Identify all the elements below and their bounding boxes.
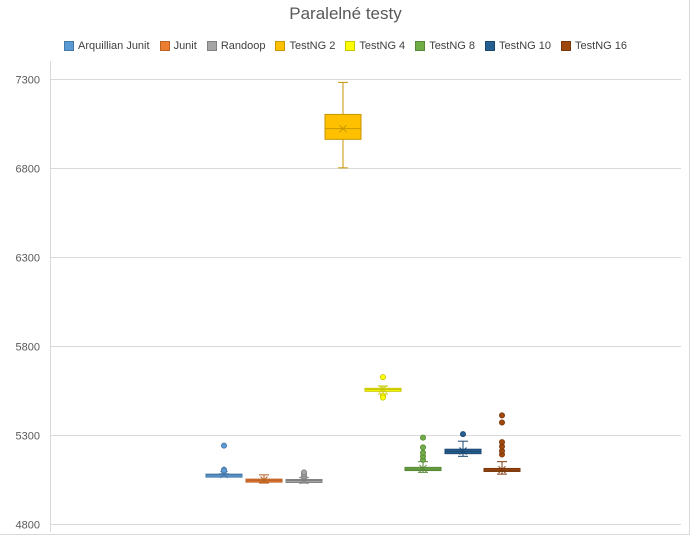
outlier-point (220, 442, 227, 449)
legend-label: TestNG 16 (575, 40, 627, 52)
legend-swatch (561, 41, 572, 51)
y-tick-label: 6800 (16, 164, 40, 176)
legend-label: Junit (173, 40, 197, 52)
y-tick-label: 6300 (16, 253, 40, 265)
outlier-point (498, 419, 505, 426)
outlier-point (379, 374, 386, 381)
legend-swatch (415, 41, 426, 51)
legend-item: TestNG 16 (561, 40, 627, 52)
y-tick-label: 5800 (16, 342, 40, 354)
legend-item: TestNG 2 (275, 40, 335, 52)
outlier-point (419, 444, 426, 451)
chart-title: Paralelné testy (289, 4, 402, 23)
legend-label: TestNG 10 (499, 40, 552, 52)
y-tick-label: 7300 (16, 75, 40, 87)
mean-marker (419, 464, 427, 473)
legend-swatch (206, 41, 217, 51)
mean-marker (379, 385, 387, 394)
legend-item: TestNG 4 (345, 40, 405, 52)
outlier-point (300, 469, 307, 476)
legend-swatch (64, 41, 75, 51)
legend-swatch (275, 41, 286, 51)
legend-item: Randoop (206, 40, 266, 52)
outlier-point (419, 449, 426, 456)
legend-swatch (159, 41, 170, 51)
legend-label: TestNG 2 (289, 40, 336, 52)
legend-label: TestNG 4 (359, 40, 406, 52)
outlier-point (220, 467, 227, 474)
outlier-point (419, 434, 426, 441)
legend-label: TestNG 8 (429, 40, 476, 52)
outlier-point (459, 431, 466, 438)
legend-item: TestNG 8 (415, 40, 475, 52)
legend: Arquillian Junit Junit Randoop TestNG 2 Test… (0, 40, 691, 52)
legend-label: Arquillian Junit (78, 40, 150, 52)
legend-swatch (485, 41, 496, 51)
y-tick-label: 4800 (16, 520, 40, 532)
y-tick-label: 5300 (16, 431, 40, 443)
legend-swatch (345, 41, 356, 51)
mean-marker (260, 476, 268, 484)
outlier-point (379, 394, 386, 401)
legend-item: Junit (159, 40, 197, 52)
box (324, 113, 362, 140)
legend-label: Randoop (220, 40, 266, 52)
legend-item: Arquillian Junit (64, 40, 150, 52)
mean-marker (498, 465, 506, 474)
mean-marker (459, 447, 467, 455)
mean-marker (339, 124, 347, 133)
legend-item: TestNG 10 (485, 40, 551, 52)
outlier-point (498, 412, 505, 419)
mean-marker (300, 476, 308, 485)
outlier-point (498, 439, 505, 446)
